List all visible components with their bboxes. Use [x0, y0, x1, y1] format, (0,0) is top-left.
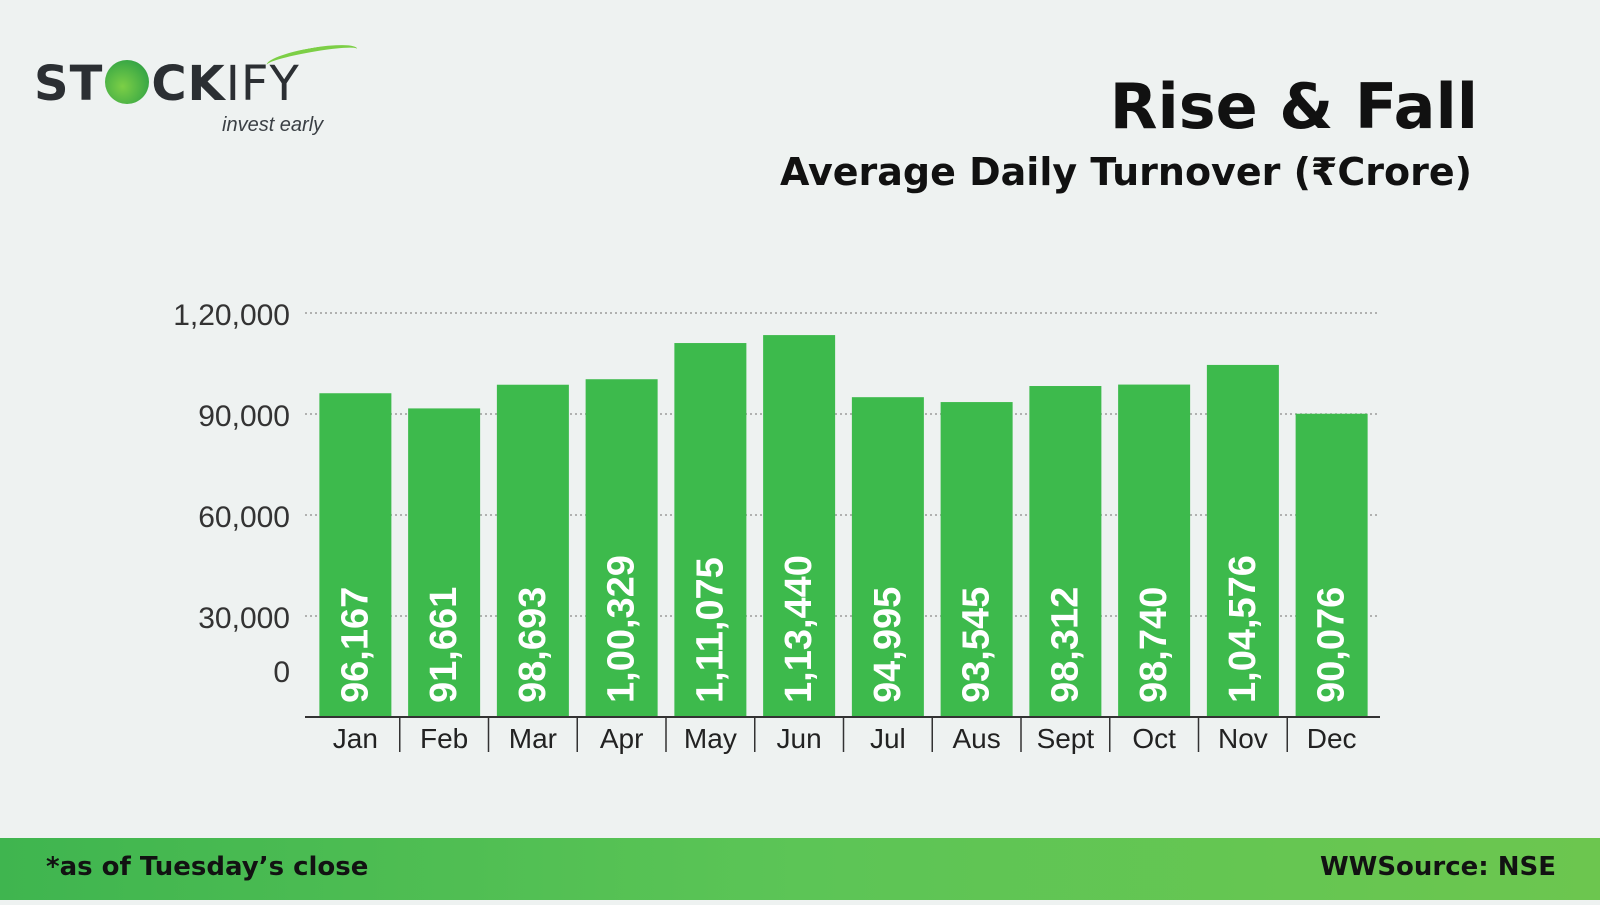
bar — [1295, 413, 1368, 717]
bar-value-label: 1,13,440 — [778, 555, 820, 703]
y-tick-label: 0 — [273, 656, 290, 689]
bar — [851, 397, 924, 717]
footer-bar: *as of Tuesday’s close WWSource: NSE — [0, 838, 1600, 900]
x-tick-label: Mar — [509, 723, 557, 754]
bar-value-label: 1,11,075 — [689, 557, 731, 703]
x-tick-label: Aus — [953, 723, 1001, 754]
logo-text-ify: IFY — [225, 56, 300, 112]
bar-value-label: 96,167 — [334, 587, 376, 703]
x-tick-label: Dec — [1307, 723, 1357, 754]
logo-wordmark: ST CKIFY — [34, 56, 300, 112]
x-tick-label: Oct — [1132, 723, 1176, 754]
bar — [319, 393, 392, 717]
y-tick-label: 30,000 — [198, 602, 290, 635]
bar — [585, 379, 658, 717]
bar — [1029, 386, 1102, 717]
bar — [763, 335, 836, 717]
bar-value-label: 1,00,329 — [601, 555, 643, 703]
y-tick-label: 60,000 — [198, 501, 290, 534]
chart-subtitle: Average Daily Turnover (₹Crore) — [779, 150, 1472, 194]
stockify-logo: ST CKIFY invest early — [34, 40, 359, 146]
bar — [1206, 364, 1279, 717]
bar — [408, 408, 481, 717]
bar — [674, 343, 747, 717]
bar-value-label: 98,740 — [1133, 587, 1175, 703]
bull-icon — [105, 60, 150, 104]
x-tick-label: Jan — [333, 723, 378, 754]
bar-value-label: 91,661 — [423, 587, 465, 703]
bar-value-label: 98,312 — [1044, 587, 1086, 703]
y-tick-label: 1,20,000 — [173, 299, 290, 332]
logo-tagline: invest early — [222, 114, 324, 136]
x-tick-label: Feb — [420, 723, 468, 754]
x-tick-label: Jul — [870, 723, 906, 754]
x-tick-label: Jun — [777, 723, 822, 754]
logo-text-ck: CK — [151, 56, 226, 112]
footer-source: WWSource: NSE — [1319, 852, 1556, 882]
y-tick-label: 90,000 — [198, 400, 290, 433]
x-tick-label: Apr — [600, 723, 644, 754]
footer-note: *as of Tuesday’s close — [46, 852, 369, 882]
bar-value-label: 90,076 — [1311, 587, 1353, 703]
bar-value-label: 98,693 — [512, 587, 554, 703]
x-tick-label: Sept — [1037, 723, 1095, 754]
chart-title: Rise & Fall — [1109, 70, 1478, 143]
logo-text-st: ST — [34, 56, 104, 112]
bar — [496, 384, 569, 717]
bar — [940, 402, 1013, 717]
bar-value-label: 94,995 — [867, 587, 909, 703]
bar-value-label: 93,545 — [956, 587, 998, 703]
bar-value-label: 1,04,576 — [1222, 555, 1264, 703]
x-tick-label: Nov — [1218, 723, 1268, 754]
x-tick-label: May — [684, 723, 737, 754]
bar — [1118, 384, 1191, 717]
